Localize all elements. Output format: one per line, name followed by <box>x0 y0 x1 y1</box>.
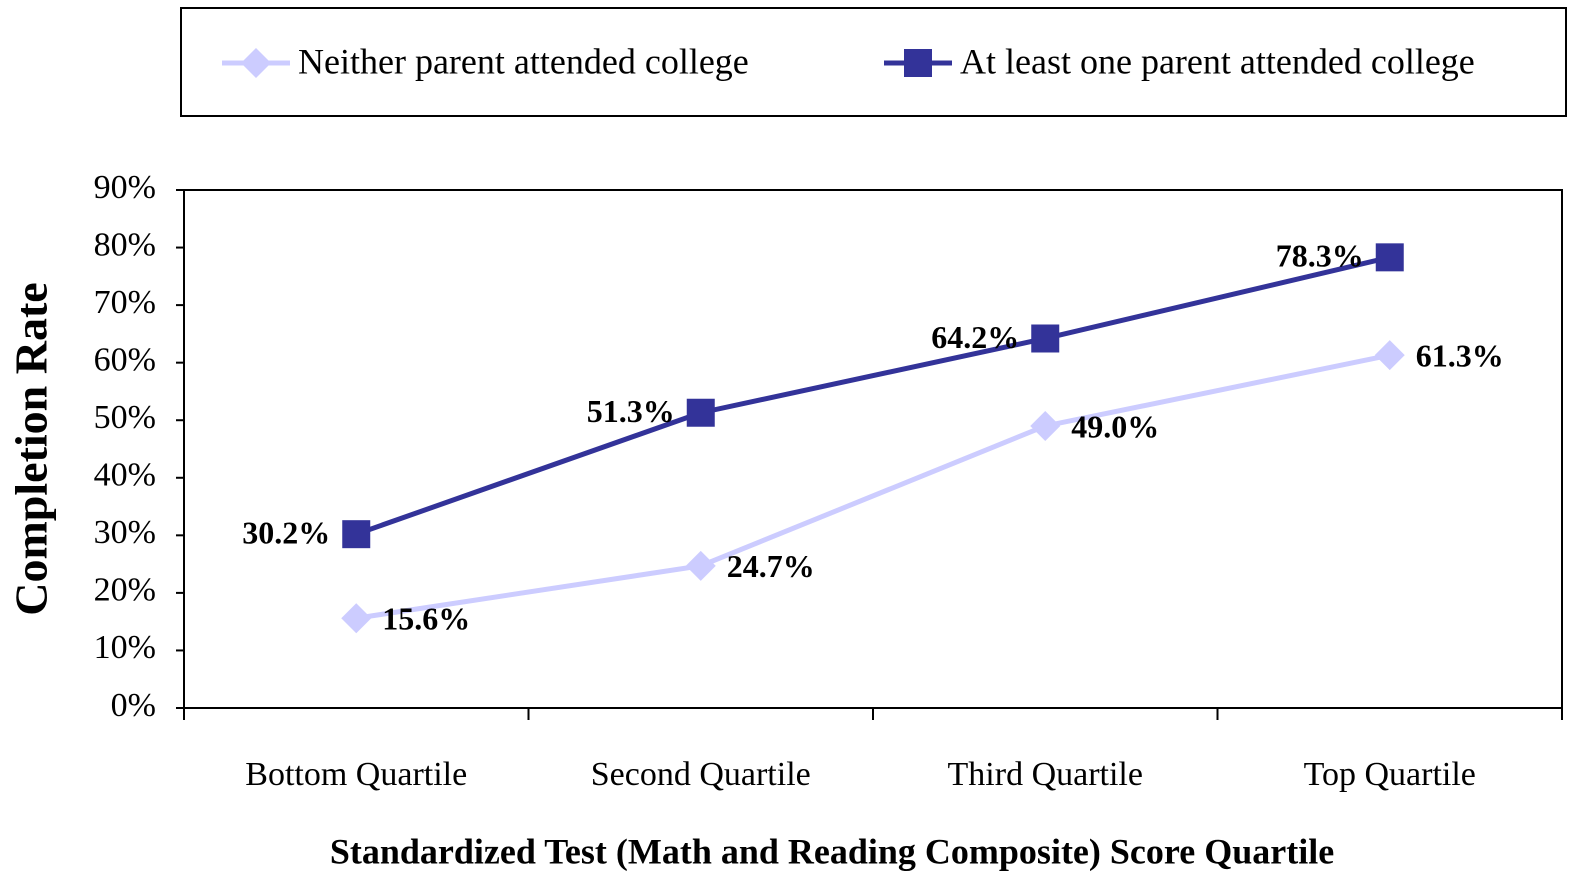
marker <box>1030 410 1061 441</box>
data-label: 15.6% <box>382 601 470 637</box>
marker <box>1031 324 1060 353</box>
y-tick-label: 60% <box>94 341 156 378</box>
legend-marker <box>241 48 271 78</box>
x-tick-label: Third Quartile <box>948 756 1143 793</box>
x-tick-label: Top Quartile <box>1304 756 1476 793</box>
marker <box>342 520 371 549</box>
data-label: 61.3% <box>1416 338 1504 374</box>
marker <box>686 398 715 427</box>
y-tick-label: 10% <box>94 629 156 666</box>
y-tick-label: 70% <box>94 284 156 321</box>
series-line <box>355 254 1391 537</box>
marker <box>1374 340 1405 371</box>
x-axis-title: Standardized Test (Math and Reading Comp… <box>330 831 1334 871</box>
data-label: 78.3% <box>1276 238 1364 274</box>
marker <box>685 550 716 581</box>
y-tick-label: 40% <box>94 457 156 494</box>
marker <box>341 603 372 634</box>
data-label: 24.7% <box>727 548 815 584</box>
x-tick-label: Second Quartile <box>591 756 811 793</box>
marker <box>1375 243 1404 272</box>
y-tick-label: 50% <box>94 399 156 436</box>
legend-box <box>180 7 1567 117</box>
y-axis-title: Completion Rate <box>6 282 57 615</box>
y-tick-label: 0% <box>111 687 156 724</box>
y-tick-label: 80% <box>94 226 156 263</box>
y-tick-label: 20% <box>94 572 156 609</box>
data-label: 51.3% <box>587 393 675 429</box>
y-tick-label: 30% <box>94 514 156 551</box>
x-tick-label: Bottom Quartile <box>245 756 467 793</box>
data-label: 49.0% <box>1071 408 1159 444</box>
y-tick-label: 90% <box>94 169 156 206</box>
data-label: 30.2% <box>242 515 330 551</box>
legend-label: At least one parent attended college <box>960 41 1475 81</box>
legend-label: Neither parent attended college <box>298 41 749 81</box>
series-line <box>355 352 1391 621</box>
legend-marker <box>904 49 932 77</box>
data-label: 64.2% <box>931 319 1019 355</box>
